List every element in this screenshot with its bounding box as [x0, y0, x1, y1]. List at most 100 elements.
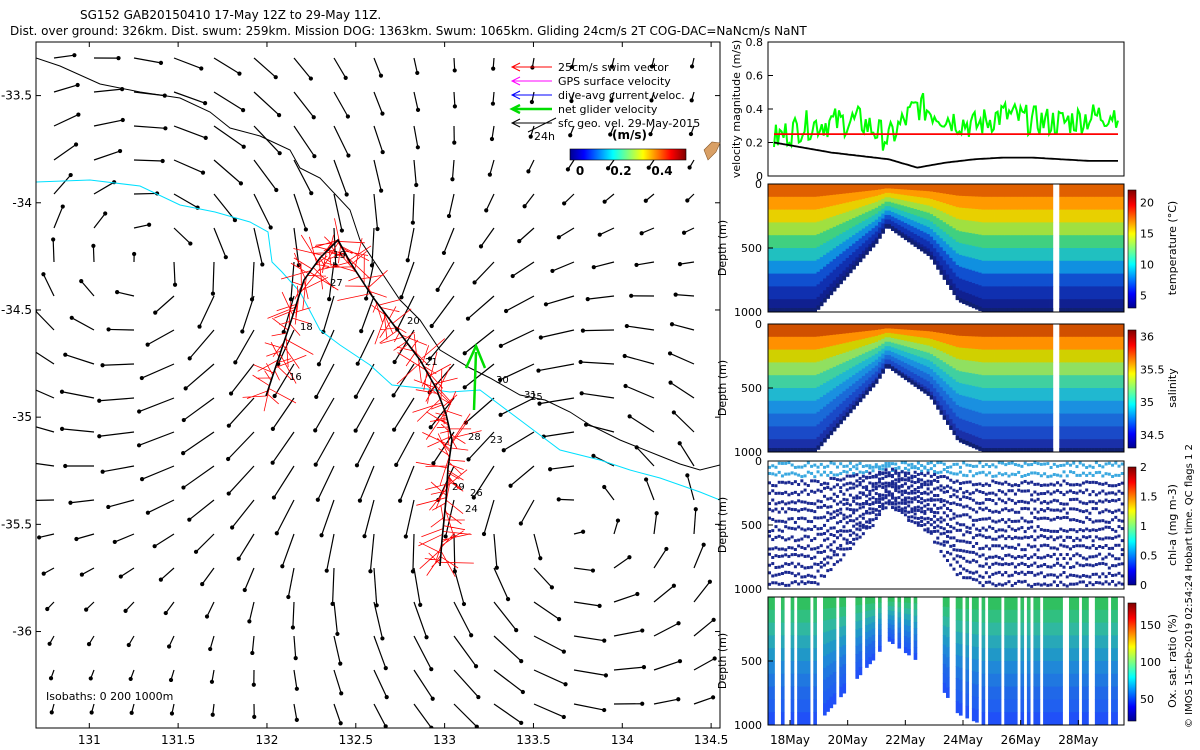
geo-vector	[413, 635, 432, 670]
chl-point	[1088, 500, 1092, 504]
depth-y-tick-label: 500	[741, 519, 762, 532]
geo-vector	[524, 193, 535, 207]
depth-cell	[810, 324, 814, 338]
depth-cell	[874, 201, 879, 209]
chl-point	[933, 498, 937, 502]
depth-cell	[819, 220, 824, 234]
depth-cell	[933, 216, 937, 225]
depth-cell	[923, 372, 927, 380]
depth-cell	[978, 412, 982, 426]
depth-cell	[984, 308, 989, 312]
depth-cell	[871, 615, 876, 623]
depth-colorbar-tick-label: 35	[1140, 396, 1154, 409]
depth-cell	[1068, 375, 1073, 389]
geo-vector-head	[649, 98, 654, 103]
chl-point	[1010, 562, 1014, 566]
depth-cell	[861, 324, 866, 332]
depth-cell	[1017, 349, 1021, 363]
depth-cell	[829, 430, 834, 435]
depth-cell	[858, 370, 863, 379]
depth-cell	[845, 230, 850, 240]
depth-cell	[823, 335, 827, 349]
depth-cell	[975, 296, 979, 310]
chl-point	[936, 493, 940, 497]
chl-point	[991, 537, 995, 541]
depth-cell	[871, 361, 876, 369]
depth-cell	[842, 251, 847, 262]
depth-cell	[929, 384, 934, 393]
map-x-axis: 131 131.5 132 132.5 133 133.5 134 134.5	[78, 42, 728, 747]
depth-cell	[942, 222, 947, 233]
chl-point	[858, 502, 862, 506]
depth-cell	[884, 350, 889, 356]
depth-cell	[826, 381, 830, 394]
depth-cell	[878, 324, 882, 330]
depth-cell	[839, 686, 843, 698]
depth-cell	[1081, 235, 1086, 249]
chl-point	[903, 461, 907, 465]
depth-cell	[800, 413, 804, 427]
chl-point	[1062, 583, 1066, 587]
depth-cell	[884, 328, 889, 334]
geo-vector	[693, 544, 705, 569]
chl-point	[1065, 545, 1069, 549]
depth-cell	[1094, 388, 1099, 402]
geo-vector-head	[345, 114, 350, 119]
geo-vector-head	[327, 296, 332, 302]
depth-cell	[1117, 439, 1122, 453]
chl-point	[823, 470, 827, 474]
depth-cell	[884, 359, 889, 365]
depth-cell	[787, 336, 792, 350]
depth-cell	[984, 448, 989, 452]
depth-cell	[1049, 286, 1054, 300]
chl-point	[806, 535, 810, 539]
depth-cell	[777, 388, 782, 402]
geo-vector	[273, 465, 295, 498]
depth-cell	[1043, 235, 1047, 249]
depth-cell	[803, 673, 808, 687]
chl-point	[1107, 552, 1111, 556]
depth-cell	[913, 373, 918, 381]
depth-cell	[1020, 196, 1025, 210]
depth-cell	[1107, 375, 1112, 389]
depth-cell	[839, 203, 843, 215]
depth-cell	[994, 336, 999, 350]
depth-cell	[900, 350, 905, 357]
depth-cell	[806, 673, 811, 687]
chl-point	[777, 461, 781, 465]
geo-vector	[373, 159, 382, 191]
depth-cell	[878, 640, 882, 647]
depth-cell	[1046, 273, 1050, 287]
chl-point	[907, 491, 911, 495]
chl-point	[1104, 481, 1108, 485]
depth-cell	[810, 308, 814, 312]
depth-cell	[861, 353, 866, 362]
chl-point	[768, 529, 771, 533]
depth-cell	[965, 196, 970, 209]
depth-cell	[865, 345, 869, 353]
geo-vector	[293, 227, 300, 266]
depth-cell	[949, 268, 953, 280]
chl-point	[978, 501, 982, 505]
chl-point	[958, 503, 962, 507]
depth-cell	[1020, 324, 1025, 338]
chl-point	[787, 563, 791, 567]
chl-point	[1017, 488, 1021, 492]
depth-cell	[991, 388, 995, 402]
chl-point	[1052, 498, 1056, 502]
chl-point	[1101, 537, 1105, 541]
depth-cell	[981, 260, 986, 274]
depth-cell	[1004, 209, 1008, 223]
depth-cell	[1030, 349, 1034, 363]
depth-cell	[1049, 235, 1054, 249]
geo-vector	[213, 193, 236, 221]
chl-point	[884, 464, 888, 468]
depth-cell	[933, 240, 937, 249]
depth-cell	[952, 239, 957, 251]
chl-point	[981, 575, 985, 579]
depth-cell	[1098, 196, 1102, 210]
geo-vector	[160, 567, 175, 581]
depth-cell	[806, 299, 811, 313]
chl-point	[784, 538, 788, 542]
